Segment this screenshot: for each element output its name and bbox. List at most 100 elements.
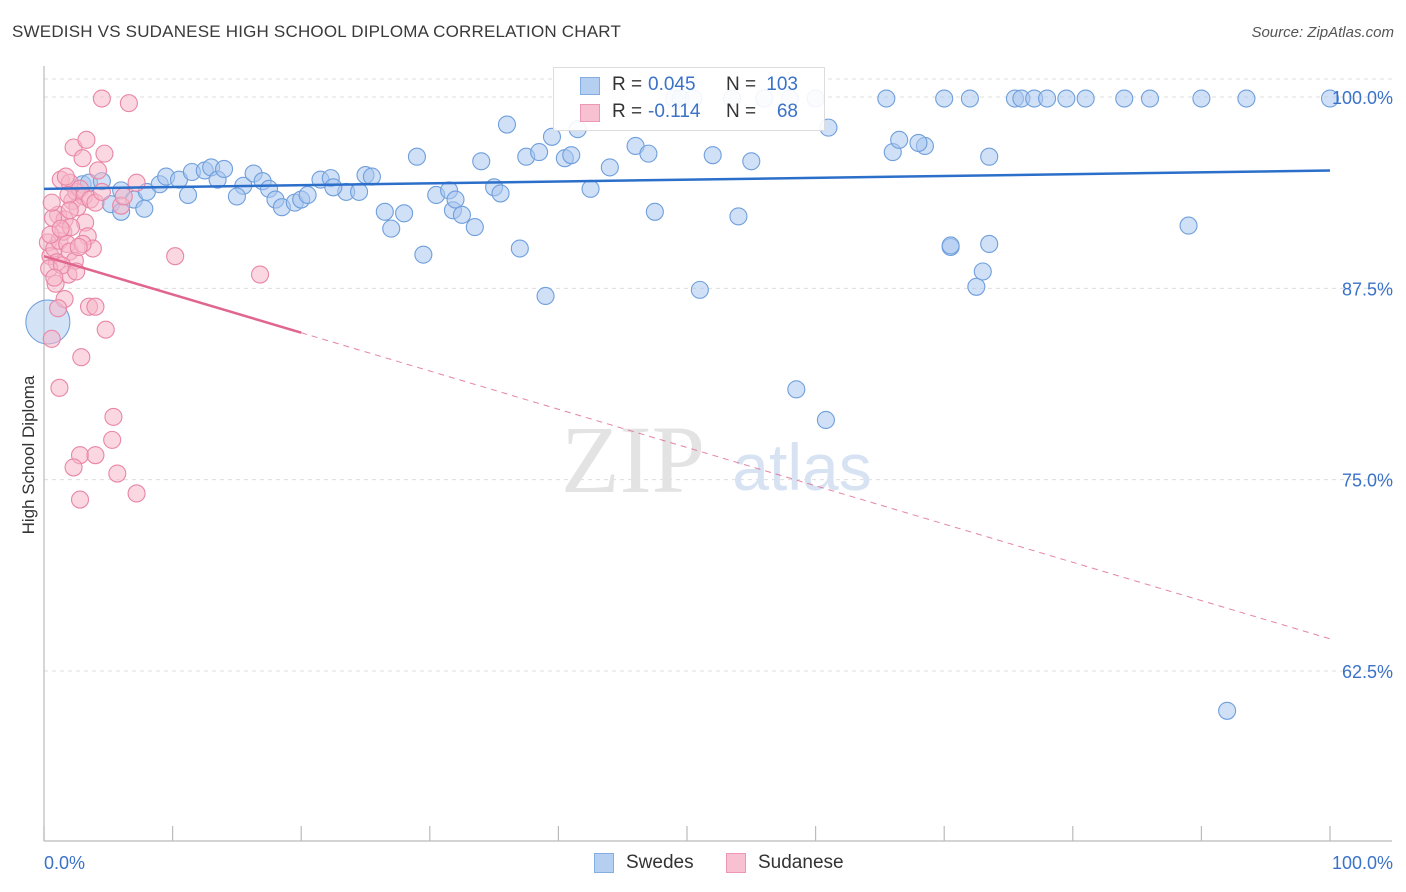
sudanese-point [86,297,105,316]
swedes-point [980,234,999,253]
swedes-point [1076,89,1095,108]
sudanese-point [108,464,127,483]
swedes-legend-swatch [594,853,614,873]
sudanese-point [77,130,96,149]
swedes-point [960,89,979,108]
swedes-point [909,133,928,152]
swedes-point [1140,89,1160,108]
swedes-point [1192,89,1211,108]
swedes-point [581,179,600,198]
swedes-point [530,143,549,162]
swedes-point [414,245,433,264]
sudanese-point [92,89,111,108]
swedes-point [1038,89,1057,108]
swedes-point [877,89,896,108]
sudanese-point [42,329,61,348]
swedes-point [600,158,619,177]
swedes-point [1179,216,1198,235]
axes [43,66,1392,842]
watermark-atlas: atlas [732,430,871,504]
sudanese-point [60,201,79,220]
y-axis-label: High School Diploma [19,375,38,534]
sudanese-legend-label: Sudanese [758,852,844,873]
y-tick-label: 87.5% [1342,279,1393,299]
sudanese-point [127,484,146,503]
swedes-point [1057,89,1076,108]
watermark: ZIP atlas [561,406,872,513]
swedes-legend-label: Swedes [626,852,694,873]
sudanese-point [69,237,88,257]
sudanese-point [114,187,133,206]
sudanese-r-value: -0.114 [648,101,701,122]
sudanese-point [95,144,114,163]
swedes-point [446,190,465,209]
swedes-point [973,262,992,281]
swedes-point [324,178,343,197]
swedes-point [382,219,401,238]
swedes-point [562,146,581,165]
n-label: N = [726,101,757,122]
legend-row-sudanese: R = -0.114 N = 68 [554,100,824,128]
sudanese-point [45,268,64,287]
swedes-point [536,286,555,306]
y-tick-label: 100.0% [1332,88,1393,108]
sudanese-point [42,193,61,212]
sudanese-point [103,430,122,449]
swedes-point [890,130,909,149]
n-label: N = [726,74,757,95]
swedes-point [227,187,246,206]
swedes-point [350,182,369,201]
swedes-point [967,277,986,296]
sudanese-point [166,247,185,266]
sudanese-point [104,407,123,426]
trend-lines [43,169,1331,640]
swedes-point [645,202,664,221]
swedes-point [742,152,761,171]
swedes-trend-line [43,169,1331,191]
sudanese-point [96,320,115,339]
swedes-point [941,236,960,255]
sudanese-trend-dashed [301,332,1331,640]
x-tick-label-max: 100.0% [1332,853,1393,873]
swedes-point [980,147,999,166]
correlation-legend: R = 0.045 N = 103 R = -0.114 N = 68 [553,67,825,131]
swedes-point [497,115,517,134]
sudanese-point [88,161,108,180]
swedes-point [407,147,426,166]
swedes-point [491,184,510,203]
sudanese-point [56,167,75,186]
swedes-point [472,152,491,171]
swedes-point [935,89,954,108]
legend-row-swedes: R = 0.045 N = 103 [554,73,824,101]
sudanese-swatch [580,104,600,122]
sudanese-point [86,446,105,465]
swedes-point [1218,701,1237,720]
swedes-point [542,127,562,146]
swedes-point [135,199,154,218]
sudanese-point [92,182,111,201]
sudanese-point [250,265,270,284]
sudanese-point [50,378,69,397]
swedes-point [178,185,198,205]
swedes-point [1320,89,1340,108]
x-tick-label-min: 0.0% [44,853,85,873]
swedes-point [787,380,806,399]
swedes-point [1237,89,1256,108]
watermark-zip: ZIP [561,406,705,513]
sudanese-legend-swatch [726,853,746,873]
swedes-n-value: 103 [766,74,798,95]
sudanese-point [70,490,90,509]
swedes-r-value: 0.045 [648,74,696,95]
y-tick-label: 62.5% [1342,662,1393,682]
swedes-point [729,207,748,226]
swedes-point [690,280,709,299]
swedes-point [510,239,529,258]
swedes-swatch [580,77,600,95]
sudanese-point [72,348,91,367]
sudanese-point [51,219,70,238]
grid-lines [44,78,1392,672]
sudanese-point [64,458,83,477]
sudanese-point [73,149,92,168]
sudanese-point [49,299,68,318]
